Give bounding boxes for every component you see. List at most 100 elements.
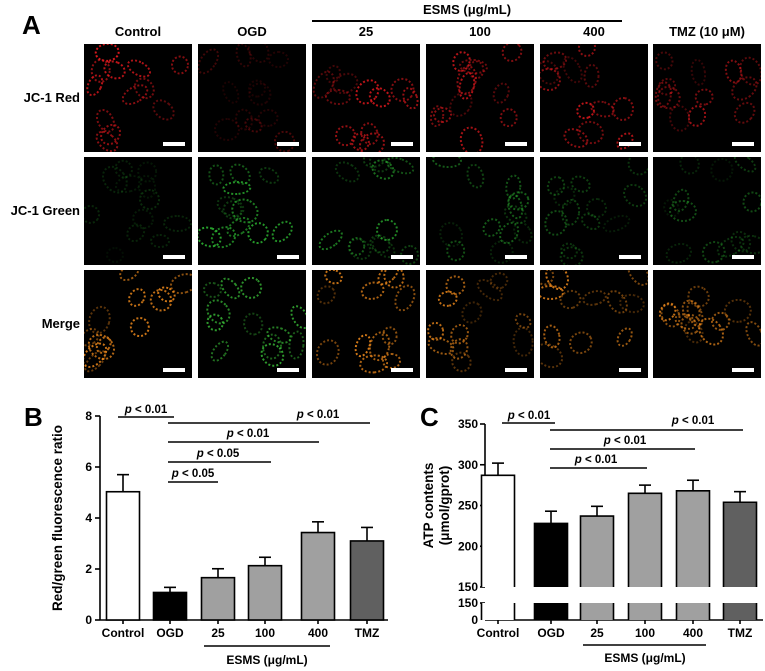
significance-label: p < 0.01: [507, 410, 551, 422]
column-label: TMZ (10 μM): [669, 24, 745, 39]
scale-bar: [732, 255, 754, 259]
bar-lower-segment: [481, 603, 515, 620]
y-tick-label: 4: [85, 511, 92, 525]
micrograph-jc-1-red-control: [84, 44, 192, 152]
x-axis-label: ESMS (μg/mL): [604, 651, 685, 665]
column-label: OGD: [237, 24, 267, 39]
column-label: 100: [469, 24, 491, 39]
bar-ogd: [152, 591, 188, 621]
bar-lower-segment: [580, 603, 614, 620]
y-tick-label: 250: [458, 499, 478, 513]
significance-label: p < 0.01: [574, 454, 618, 466]
scale-bar: [619, 142, 641, 146]
bar-lower-segment: [628, 603, 662, 620]
micrograph-jc-1-red-tmz-10-m-: [653, 44, 761, 152]
scale-bar: [732, 142, 754, 146]
esms-group-label: ESMS (μg/mL): [422, 2, 512, 17]
micrograph-jc-1-green-ogd: [198, 157, 306, 265]
significance-label: p < 0.01: [671, 415, 715, 427]
micrograph-jc-1-green-tmz-10-m-: [653, 157, 761, 265]
y-tick-label: 200: [458, 539, 478, 553]
significance-label: p < 0.01: [226, 428, 270, 440]
significance-label: p < 0.01: [296, 409, 340, 421]
scale-bar: [277, 255, 299, 259]
panel-c-letter: C: [420, 402, 439, 432]
significance-label: p < 0.05: [196, 448, 240, 460]
y-axis-label: Red/green fluorescence ratio: [50, 425, 65, 611]
micrograph-jc-1-green-400: [540, 157, 648, 265]
micrograph-jc-1-red-25: [312, 44, 420, 152]
scale-bar: [619, 368, 641, 372]
row-label: Merge: [41, 316, 80, 331]
bar-lower-segment: [534, 603, 568, 620]
significance-label: p < 0.05: [171, 468, 215, 480]
y-axis-label-units: (μmol/gprot): [437, 466, 452, 546]
y-tick-label: 350: [458, 417, 478, 431]
bar-400: [676, 490, 710, 587]
scale-bar: [505, 368, 527, 372]
scale-bar: [391, 142, 413, 146]
scale-bar: [505, 255, 527, 259]
bar-25: [200, 576, 236, 621]
y-tick-label: 150: [458, 580, 478, 594]
bar-lower-segment: [676, 603, 710, 620]
micrograph-merge-tmz-10-m-: [653, 270, 761, 378]
scale-bar: [391, 368, 413, 372]
x-tick-label: 400: [683, 626, 703, 640]
micrograph-jc-1-red-400: [540, 44, 648, 152]
y-tick-label: 2: [85, 562, 92, 576]
row-label: JC-1 Green: [10, 203, 80, 218]
esms-group-line: [312, 20, 622, 22]
micrograph-jc-1-green-25: [312, 157, 420, 265]
micrograph-jc-1-red-ogd: [198, 44, 306, 152]
x-tick-label: Control: [477, 626, 520, 640]
bar-100: [247, 564, 283, 621]
micrograph-jc-1-red-100: [426, 44, 534, 152]
scale-bar: [163, 255, 185, 259]
panel-b-letter: B: [24, 402, 43, 432]
y-tick-label: 0: [471, 613, 478, 627]
x-tick-label: 100: [255, 626, 275, 640]
micrograph-merge-25: [312, 270, 420, 378]
y-axis-label: ATP contents: [421, 463, 436, 549]
x-tick-label: Control: [102, 626, 145, 640]
micrograph-merge-100: [426, 270, 534, 378]
micrograph-jc-1-green-control: [84, 157, 192, 265]
x-tick-label: OGD: [537, 626, 565, 640]
x-tick-label: 25: [590, 626, 604, 640]
bar-control: [105, 490, 141, 621]
micrograph-merge-control: [84, 270, 192, 378]
significance-label: p < 0.01: [124, 404, 168, 416]
bar-ogd: [534, 523, 568, 587]
scale-bar: [163, 142, 185, 146]
y-tick-label: 8: [85, 409, 92, 423]
x-tick-label: 25: [211, 626, 225, 640]
column-label: 400: [583, 24, 605, 39]
scale-bar: [391, 255, 413, 259]
x-tick-label: 400: [308, 626, 328, 640]
x-axis-label: ESMS (μg/mL): [226, 653, 307, 667]
x-tick-label: TMZ: [355, 626, 380, 640]
bar-tmz: [723, 502, 757, 587]
significance-label: p < 0.01: [603, 435, 647, 447]
x-tick-label: OGD: [156, 626, 184, 640]
scale-bar: [277, 142, 299, 146]
scale-bar: [732, 368, 754, 372]
chart-b-red-green-ratio: 0 2 4 6 8 Red/green fluorescence ratio Control…: [50, 404, 388, 667]
micrograph-jc-1-green-100: [426, 157, 534, 265]
chart-c-atp-contents: 150 200 250 300 350 150 0 ATP contents (μmol/gpr…: [421, 410, 763, 665]
panel-a-letter: A: [22, 10, 41, 40]
scale-bar: [163, 368, 185, 372]
column-label: 25: [358, 24, 374, 39]
bar-100: [628, 493, 662, 587]
bar-lower-segment: [723, 603, 757, 620]
bar-400: [300, 531, 336, 621]
y-tick-label: 300: [458, 458, 478, 472]
bar-25: [580, 516, 614, 587]
bar-tmz: [349, 540, 385, 621]
scale-bar: [619, 255, 641, 259]
row-label: JC-1 Red: [23, 90, 80, 105]
scale-bar: [277, 368, 299, 372]
micrograph-merge-400: [540, 270, 648, 378]
y-tick-label: 6: [85, 460, 92, 474]
